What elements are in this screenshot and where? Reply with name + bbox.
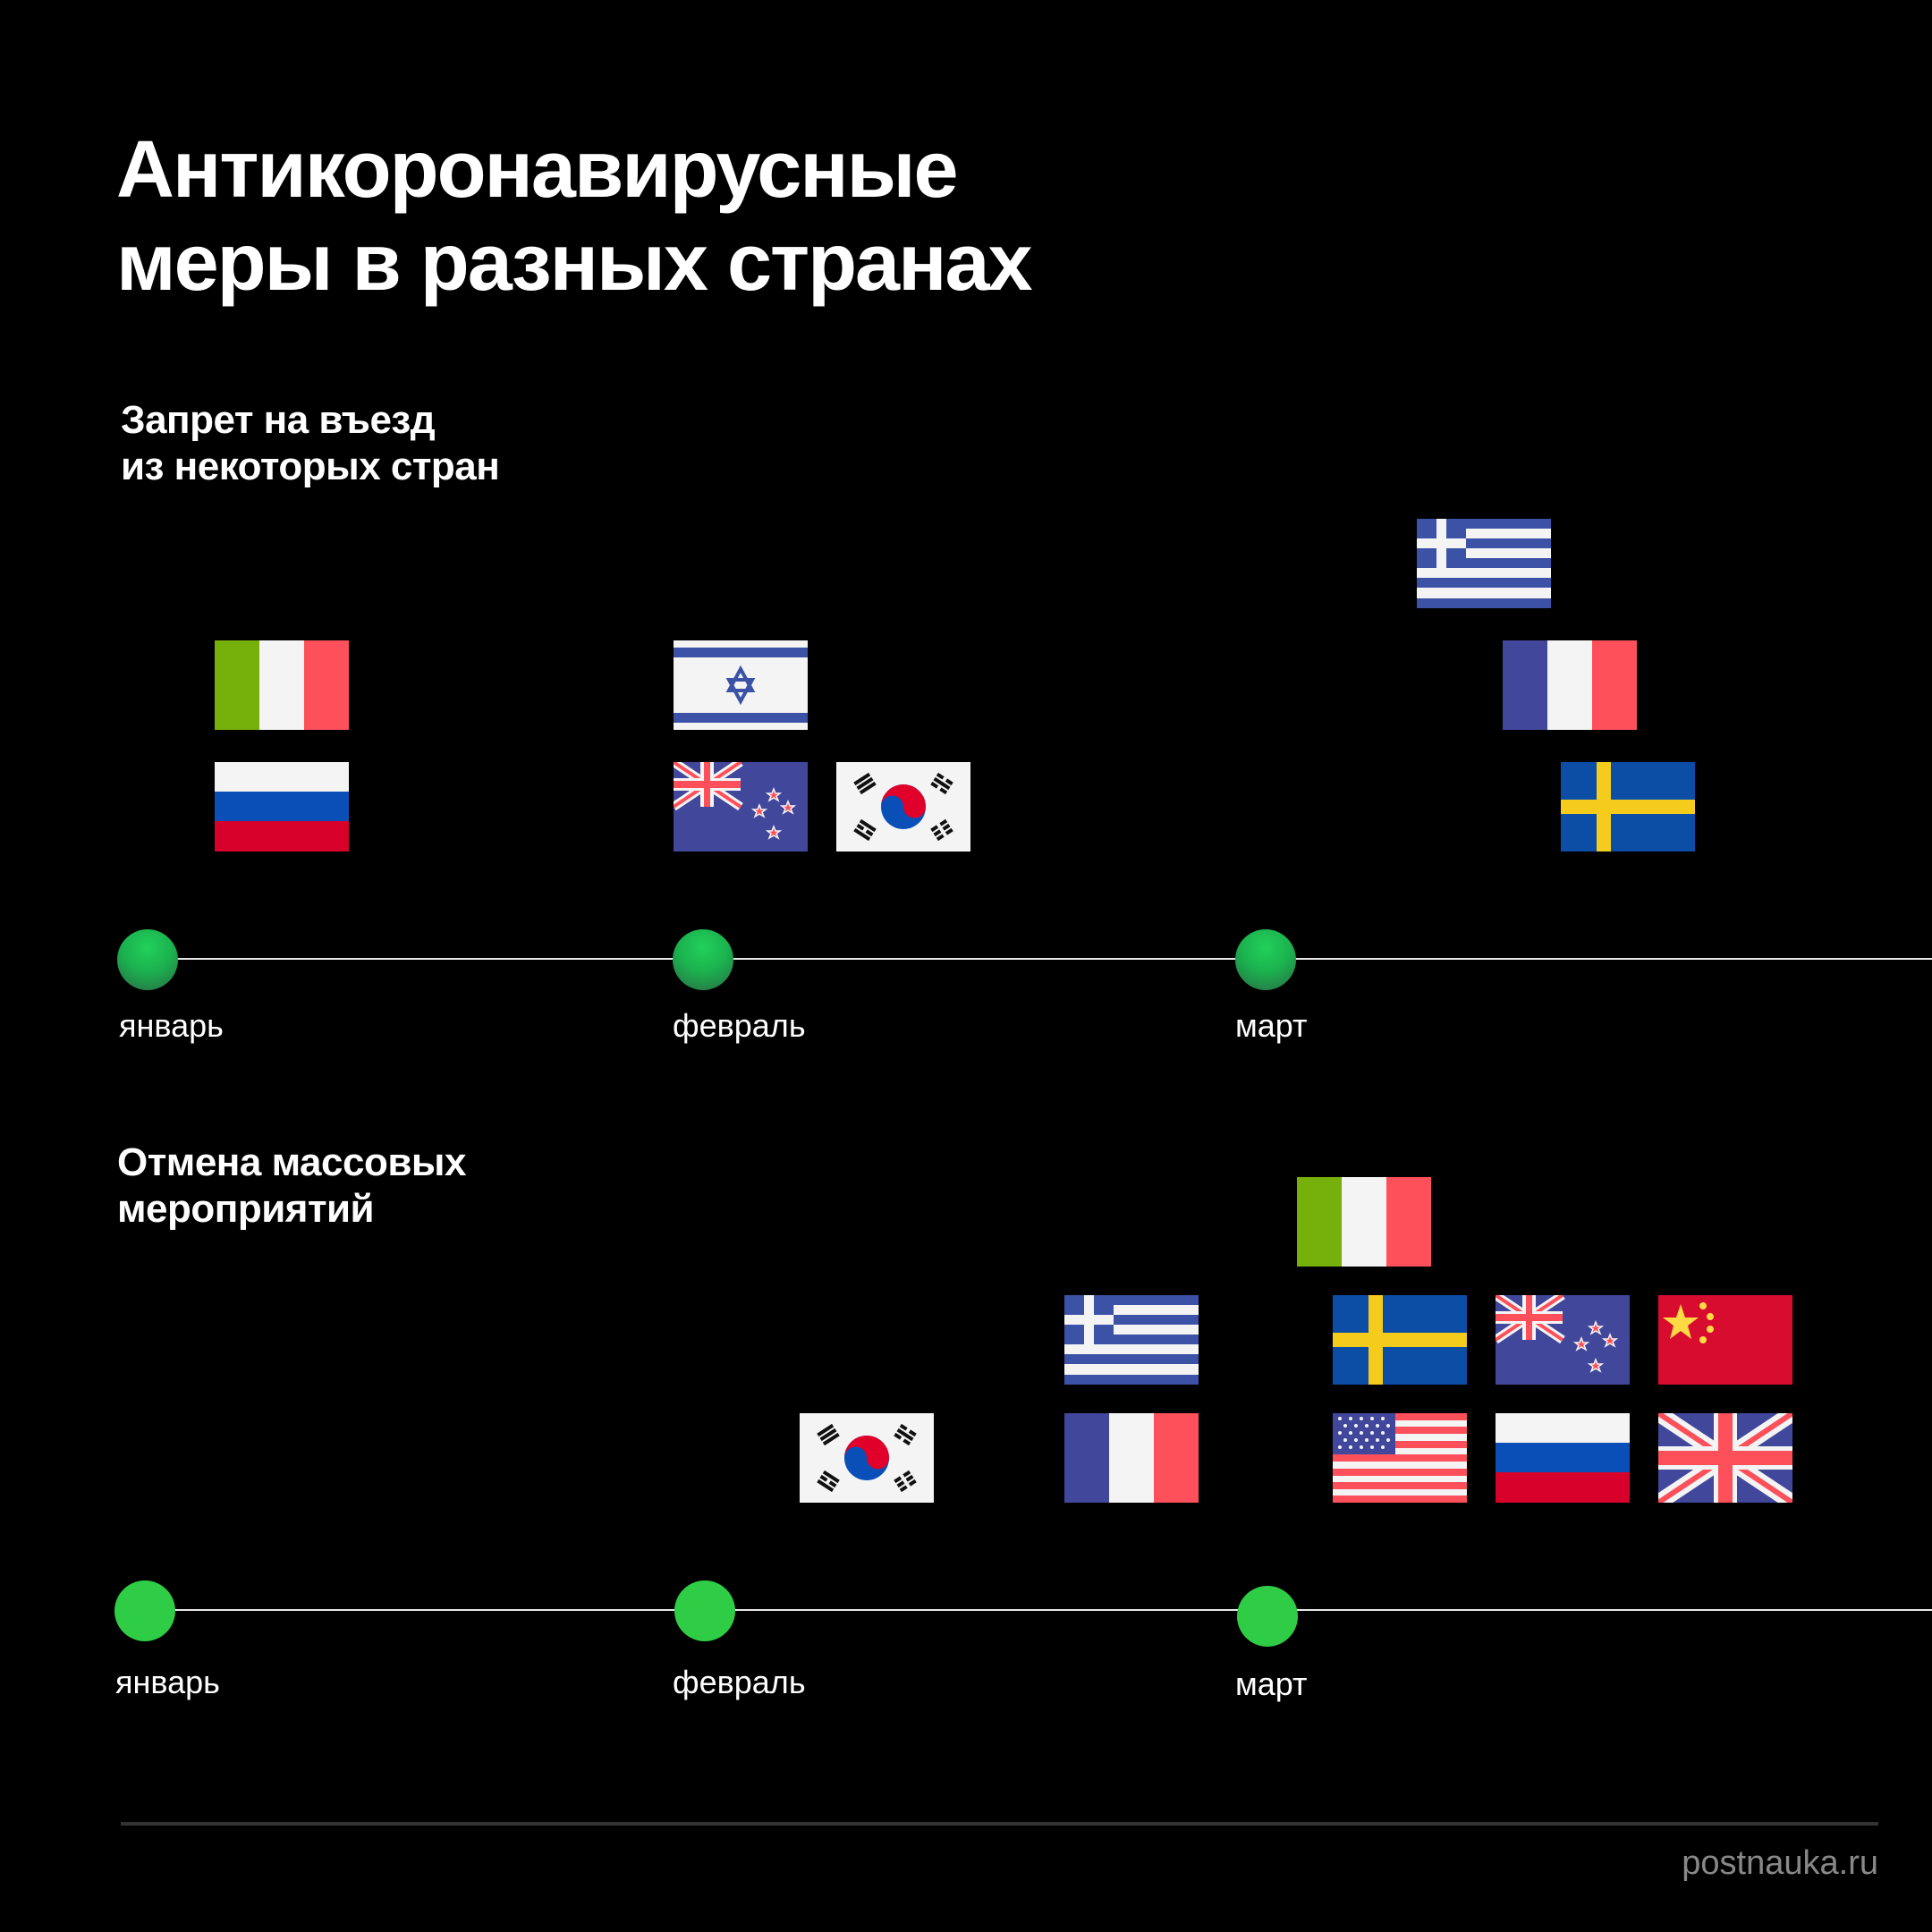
section1-flag-france <box>1503 640 1637 730</box>
section2-dot-february <box>674 1580 735 1641</box>
section1-dot-january <box>117 929 178 990</box>
section2-dot-march <box>1237 1586 1298 1647</box>
section1-month-january: январь <box>119 1007 224 1044</box>
section2-flag-italy <box>1297 1177 1431 1267</box>
section2-flag-france <box>1064 1413 1199 1503</box>
section1-title: Запрет на въезд из некоторых стран <box>121 397 500 490</box>
section2-month-january: январь <box>115 1664 220 1700</box>
footer-divider <box>121 1822 1878 1826</box>
section1-flag-russia <box>215 762 349 852</box>
section2-month-march: март <box>1235 1665 1308 1702</box>
section1-flag-sweden <box>1561 762 1695 852</box>
section2-flag-greece <box>1064 1295 1199 1385</box>
section2-flag-new-zealand <box>1496 1295 1630 1385</box>
title-line-2: меры в разных странах <box>116 218 1033 308</box>
section2-flag-russia <box>1496 1413 1630 1503</box>
section1-month-february: февраль <box>673 1007 806 1044</box>
section1-flag-south-korea <box>836 762 970 852</box>
section2-flag-china <box>1658 1295 1792 1385</box>
section1-flag-italy <box>215 640 349 730</box>
section1-title-line-2: из некоторых стран <box>121 445 500 488</box>
section2-flag-united-kingdom <box>1658 1413 1792 1503</box>
title-line-1: Антикоронавирусные <box>116 125 959 215</box>
section2-timeline <box>145 1609 1932 1611</box>
footer-site-link[interactable]: postnauka.ru <box>1682 1844 1878 1882</box>
section2-flag-usa <box>1333 1413 1467 1503</box>
section1-flag-greece <box>1417 519 1551 608</box>
section2-title-line-1: Отмена массовых <box>117 1140 466 1184</box>
section1-dot-march <box>1235 929 1296 990</box>
section2-title: Отмена массовых мероприятий <box>117 1140 466 1233</box>
section1-flag-new-zealand <box>674 762 808 852</box>
page-title: Антикоронавирусные меры в разных странах <box>116 123 1033 309</box>
section1-month-march: март <box>1235 1007 1308 1044</box>
section1-dot-february <box>673 929 733 990</box>
section2-flag-sweden <box>1333 1295 1467 1385</box>
section2-title-line-2: мероприятий <box>117 1187 375 1231</box>
section1-title-line-1: Запрет на въезд <box>121 398 436 442</box>
section2-dot-january <box>114 1580 175 1641</box>
section2-flag-south-korea <box>800 1413 934 1503</box>
section2-month-february: февраль <box>673 1664 806 1700</box>
section1-timeline <box>148 958 1932 960</box>
section1-flag-israel <box>674 640 808 730</box>
